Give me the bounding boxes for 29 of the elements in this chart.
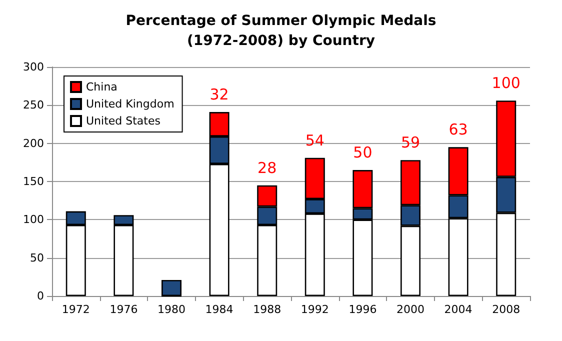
legend-label: United States xyxy=(86,114,161,128)
data-label: 54 xyxy=(305,131,324,150)
y-tick-label: 100 xyxy=(23,213,44,226)
x-tick-label: 1988 xyxy=(253,303,282,316)
x-tick-label: 1984 xyxy=(205,303,234,316)
y-tick-label: 200 xyxy=(23,136,44,150)
x-tick-label: 1972 xyxy=(62,303,90,316)
y-tick-label: 50 xyxy=(30,251,44,264)
legend-label: United Kingdom xyxy=(86,98,174,110)
x-tick-label: 2008 xyxy=(492,303,520,316)
y-tick-label: 250 xyxy=(23,98,44,112)
data-label: 32 xyxy=(210,86,229,104)
data-label: 59 xyxy=(400,134,420,152)
x-tick-label: 2004 xyxy=(444,303,472,316)
data-label: 28 xyxy=(258,158,277,177)
x-tick-label: 1980 xyxy=(158,303,186,316)
y-tick-label: 0 xyxy=(37,290,44,302)
data-label: 50 xyxy=(353,144,372,162)
chart-title: Percentage of Summer Olympic Medals (1972-2008) by Country xyxy=(126,13,436,49)
bar xyxy=(162,280,182,296)
x-tick-label: 1996 xyxy=(348,303,377,316)
data-label: 100 xyxy=(492,74,520,92)
x-tick-label: 1992 xyxy=(300,303,329,316)
x-tick-label: 2000 xyxy=(396,303,424,316)
legend-label: China xyxy=(86,80,118,94)
x-tick-label: 1976 xyxy=(110,303,138,316)
y-tick-label: 300 xyxy=(23,60,44,74)
data-label: 63 xyxy=(448,120,468,139)
y-tick-label: 150 xyxy=(23,175,44,188)
